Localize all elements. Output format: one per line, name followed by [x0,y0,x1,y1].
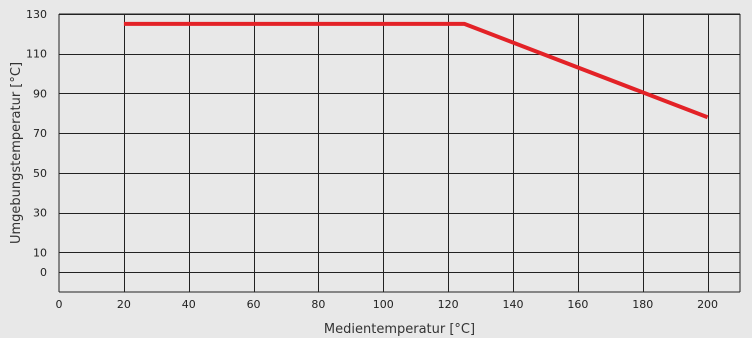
y-tick-label: 0 [40,266,47,279]
x-tick-label: 200 [697,298,718,311]
y-tick-label: 50 [33,167,47,180]
x-tick-label: 180 [632,298,653,311]
x-tick-label: 20 [117,298,131,311]
series-layer [123,21,709,120]
y-tick-label: 10 [33,246,47,259]
x-tick-label: 160 [567,298,588,311]
x-tick-label: 140 [503,298,524,311]
x-tick-label: 80 [311,298,325,311]
y-axis-label: Umgebungstemperatur [°C] [9,62,24,244]
x-tick-label: 60 [247,298,261,311]
series-line [123,21,709,120]
y-tick-label: 70 [33,127,47,140]
x-tick-label: 0 [56,298,63,311]
y-tick-label: 130 [26,8,47,21]
grid [58,13,741,293]
y-tick-label: 110 [26,48,47,61]
x-tick-labels: 0 20 40 60 80 100 120 140 160 180 200 [56,298,719,311]
x-tick-label: 40 [182,298,196,311]
x-tick-label: 120 [438,298,459,311]
x-tick-label: 100 [373,298,394,311]
y-tick-label: 30 [33,207,47,220]
x-axis-label: Medientemperatur [°C] [324,322,475,337]
y-tick-label: 90 [33,87,47,100]
y-tick-labels: 0 10 30 50 70 90 110 130 [26,8,47,279]
